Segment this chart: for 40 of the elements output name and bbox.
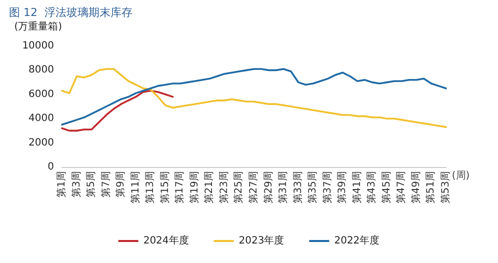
- x-tick-label: 第1周: [56, 171, 68, 198]
- x-tick-label: 第37周: [321, 171, 334, 204]
- x-tick-label: 第49周: [410, 171, 422, 204]
- x-tick-label: 第13周: [144, 171, 156, 204]
- y-tick-label: 4000: [28, 113, 54, 124]
- x-tick-label: 第17周: [174, 171, 186, 204]
- x-tick-label: 第43周: [366, 171, 378, 204]
- y-axis-title: (万重量箱): [14, 20, 62, 32]
- y-tick-label: 0: [48, 162, 54, 172]
- x-tick-label: 第35周: [306, 171, 319, 204]
- x-tick-label: 第11周: [129, 171, 142, 204]
- y-tick-label: 2000: [28, 137, 54, 148]
- chart-title: 图 12 浮法玻璃期末库存: [9, 6, 132, 19]
- x-tick-label: 第45周: [380, 171, 392, 204]
- y-tick-label: 10000: [22, 40, 54, 52]
- x-tick-label: 第25周: [232, 171, 245, 204]
- x-tick-label: 第51周: [424, 171, 437, 204]
- x-tick-label: 第47周: [395, 171, 408, 204]
- x-tick-label: 第9周: [114, 171, 127, 198]
- x-tick-label: 第15周: [158, 171, 171, 204]
- y-tick-label: 6000: [28, 88, 54, 100]
- x-tick-label: 第39周: [336, 171, 348, 204]
- legend-label: 2023年度: [238, 234, 284, 246]
- x-tick-label: 第41周: [350, 171, 363, 204]
- y-tick-label: 8000: [28, 64, 54, 76]
- line-series: [61, 90, 174, 132]
- x-tick-label: 第19周: [188, 171, 200, 204]
- x-tick-label: 第23周: [218, 171, 230, 204]
- x-tick-label: 第3周: [70, 171, 82, 198]
- legend-label: 2024年度: [143, 234, 189, 246]
- x-tick-label: 第29周: [262, 171, 274, 204]
- x-tick-label: 第33周: [292, 171, 304, 204]
- x-tick-label: 第27周: [248, 171, 260, 204]
- x-tick-label: 第7周: [100, 171, 112, 198]
- x-tick-label: 第53周: [440, 171, 452, 204]
- legend-label: 2022年度: [334, 234, 380, 246]
- x-tick-label: 第31周: [277, 171, 290, 204]
- x-tick-label: 第5周: [85, 171, 98, 198]
- x-tick-label: 第21周: [203, 171, 216, 204]
- x-axis-title: (周): [452, 170, 470, 182]
